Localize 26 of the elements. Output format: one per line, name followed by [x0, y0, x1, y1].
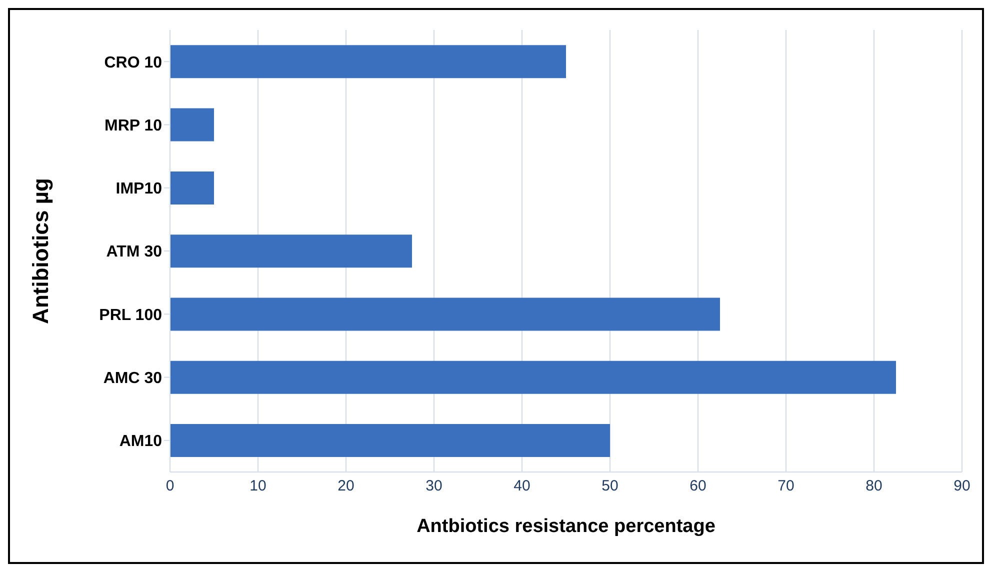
x-tick-label: 0 — [166, 478, 174, 495]
x-tick-label: 80 — [866, 478, 882, 495]
y-tick-label: MRP 10 — [104, 117, 162, 134]
bar — [170, 298, 720, 331]
bar — [170, 45, 566, 78]
x-tick-label: 50 — [602, 478, 618, 495]
y-axis-title: Antibiotics µg — [28, 178, 53, 324]
x-tick-label: 20 — [338, 478, 354, 495]
bar — [170, 108, 214, 142]
bar — [170, 234, 412, 268]
y-tick-label: ATM 30 — [106, 244, 162, 261]
x-tick-label: 30 — [426, 478, 442, 495]
x-axis-title: Antbiotics resistance percentage — [416, 516, 716, 537]
y-tick-label: AMC 30 — [103, 370, 162, 387]
bar — [170, 424, 610, 458]
bar — [170, 360, 896, 394]
y-tick-label: PRL 100 — [99, 306, 162, 324]
x-tick-label: 90 — [954, 478, 970, 495]
x-tick-label: 10 — [250, 478, 266, 495]
y-tick-label: AM10 — [119, 433, 162, 450]
y-tick-label: CRO 10 — [104, 54, 162, 72]
y-tick-label: IMP10 — [116, 180, 162, 198]
x-tick-label: 70 — [778, 478, 794, 495]
bar — [170, 171, 214, 204]
x-tick-label: 40 — [514, 478, 530, 495]
x-tick-label: 60 — [690, 478, 706, 495]
